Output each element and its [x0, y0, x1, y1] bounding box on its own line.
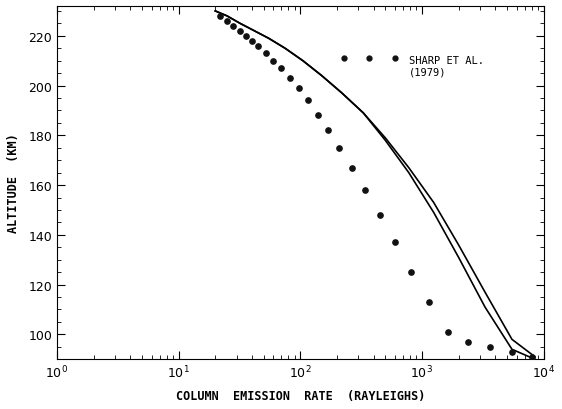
Y-axis label: ALTITUDE  (KM): ALTITUDE (KM): [7, 133, 20, 233]
Text: SHARP ET AL.
(1979): SHARP ET AL. (1979): [409, 56, 484, 77]
X-axis label: COLUMN  EMISSION  RATE  (RAYLEIGHS): COLUMN EMISSION RATE (RAYLEIGHS): [175, 389, 425, 402]
